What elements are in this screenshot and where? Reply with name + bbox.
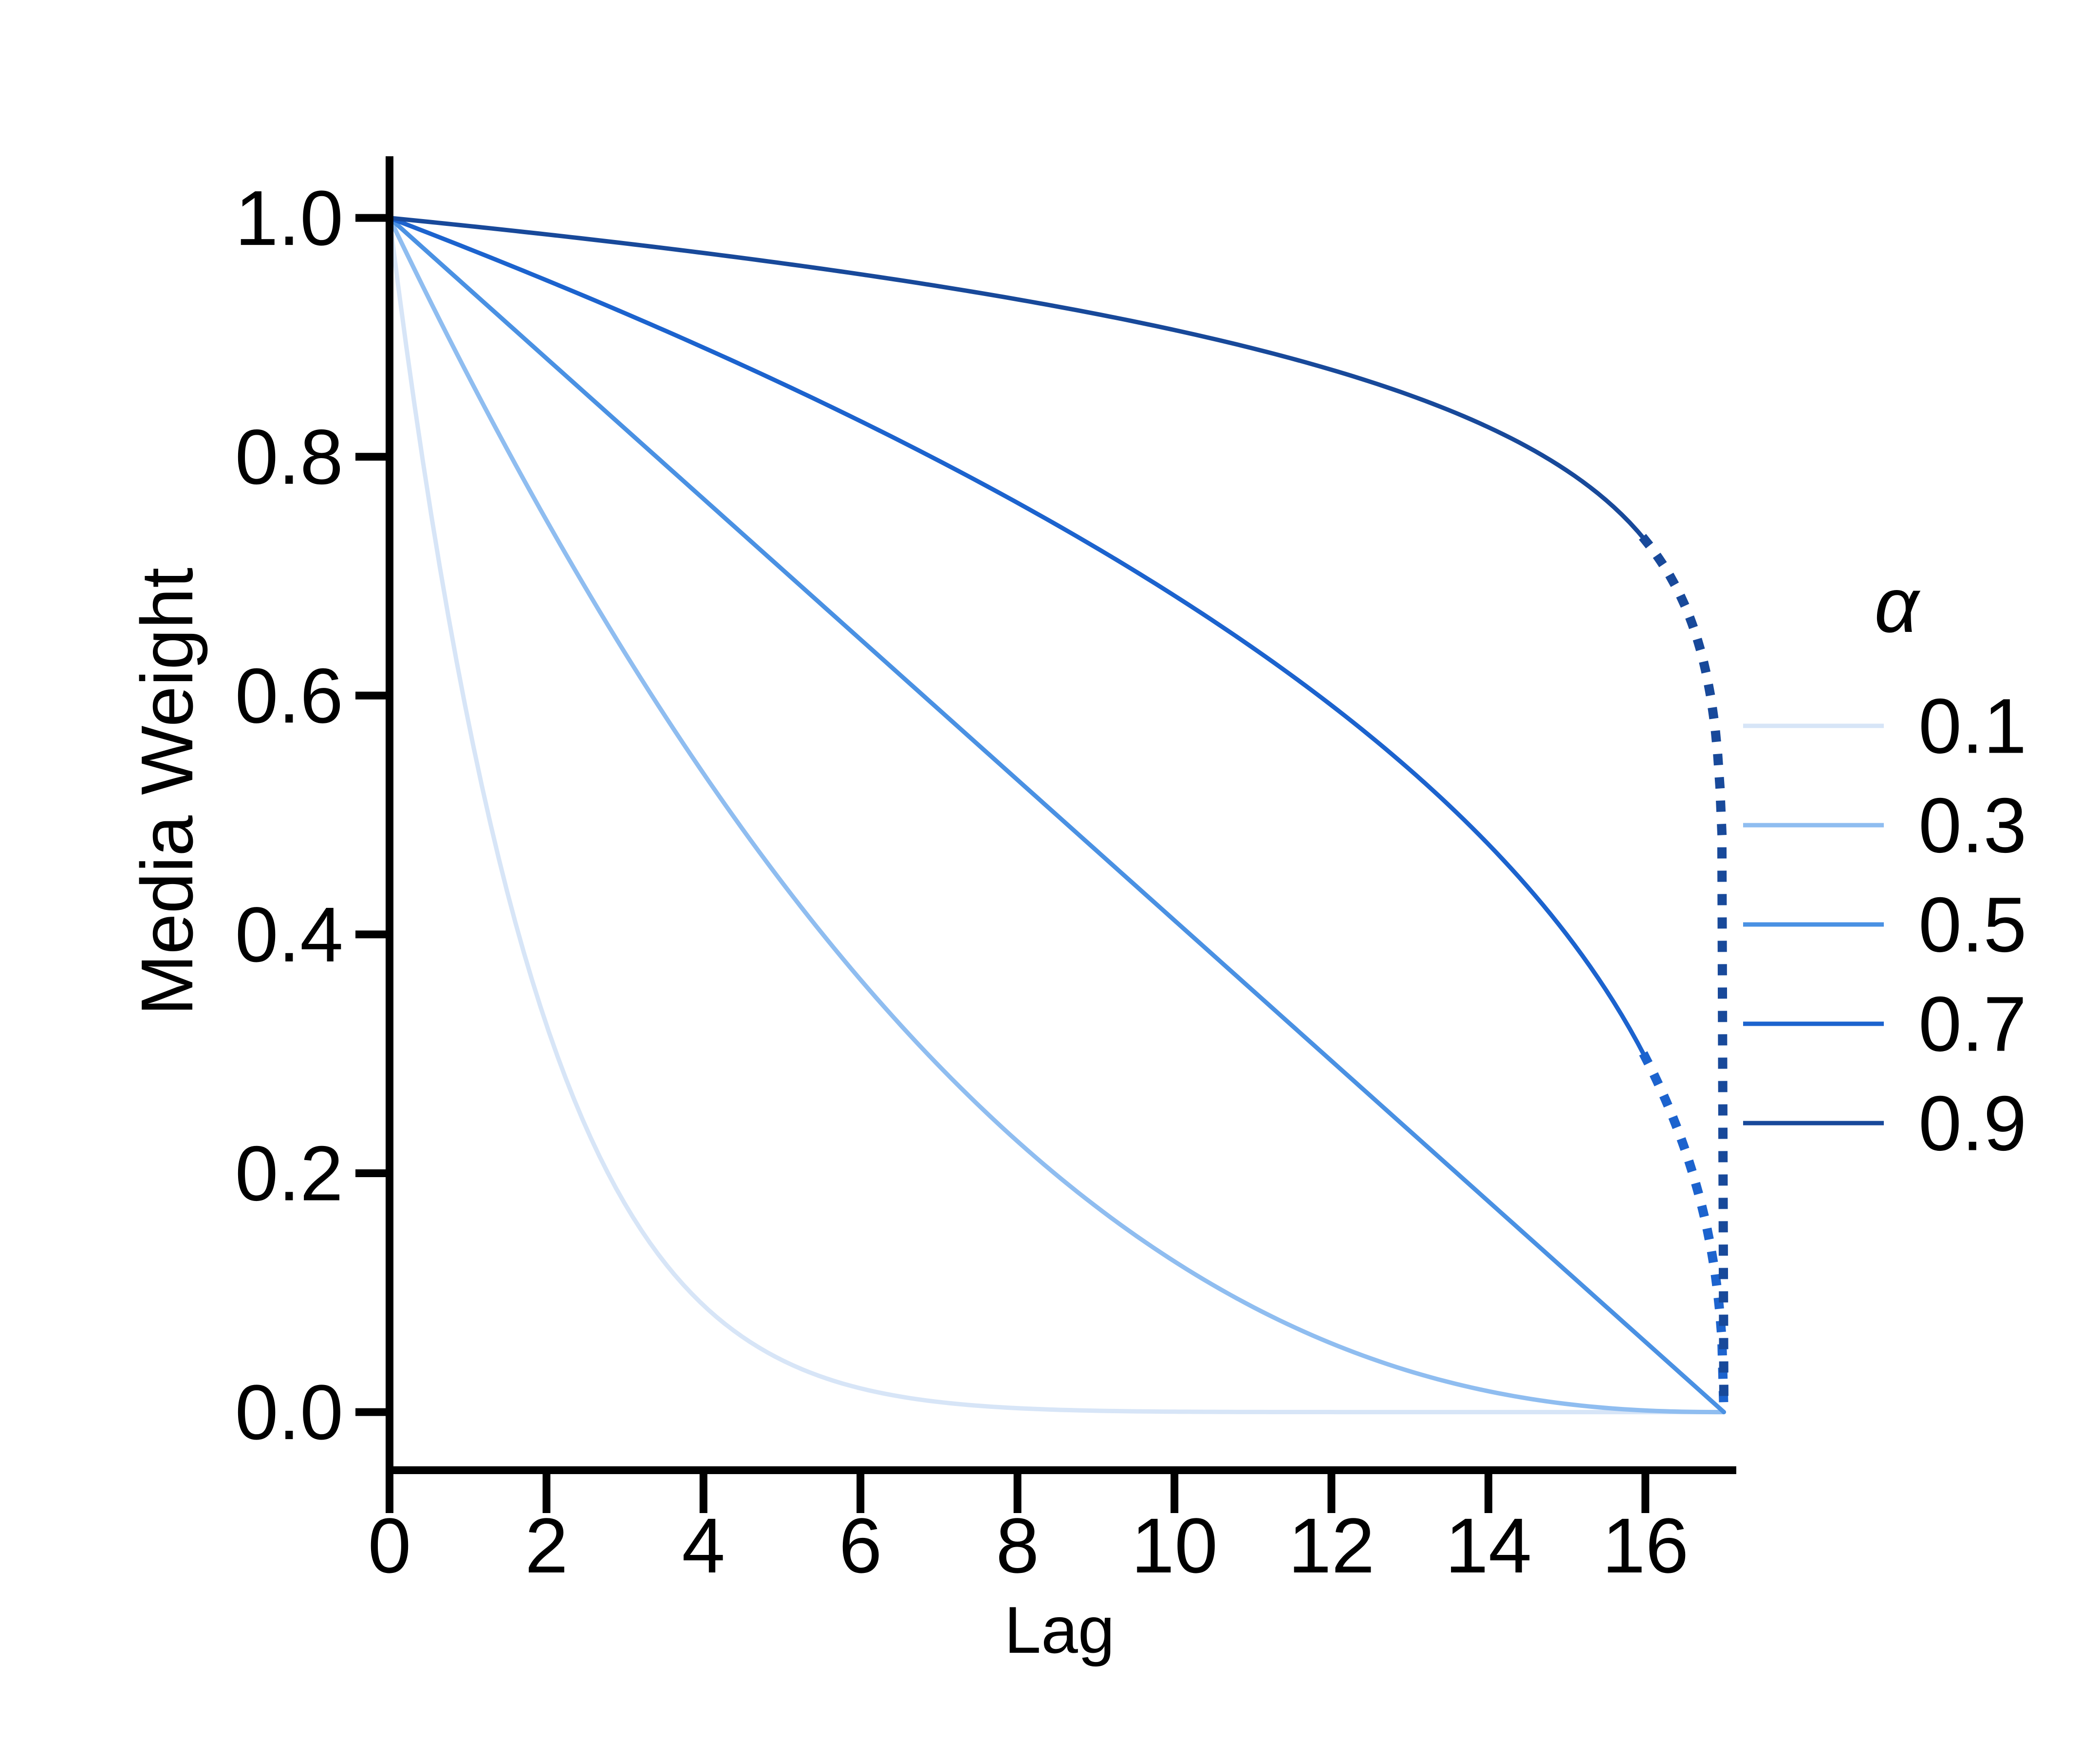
svg-text:0: 0	[368, 1502, 411, 1589]
svg-text:14: 14	[1445, 1502, 1532, 1589]
svg-text:16: 16	[1602, 1502, 1689, 1589]
svg-text:0.4: 0.4	[235, 891, 343, 978]
svg-text:2: 2	[525, 1502, 568, 1589]
svg-text:α: α	[1874, 561, 1920, 648]
svg-text:Media Weight: Media Weight	[126, 568, 208, 1016]
svg-text:12: 12	[1288, 1502, 1375, 1589]
svg-text:1.0: 1.0	[235, 174, 343, 261]
svg-text:0.5: 0.5	[1918, 881, 2026, 968]
svg-text:8: 8	[996, 1502, 1039, 1589]
svg-text:0.2: 0.2	[235, 1130, 343, 1217]
svg-text:0.6: 0.6	[235, 652, 343, 739]
svg-text:6: 6	[839, 1502, 882, 1589]
svg-text:4: 4	[682, 1502, 725, 1589]
svg-text:0.1: 0.1	[1918, 683, 2026, 770]
svg-text:10: 10	[1131, 1502, 1218, 1589]
svg-text:0.0: 0.0	[235, 1368, 343, 1456]
svg-text:0.3: 0.3	[1918, 782, 2026, 869]
svg-text:0.8: 0.8	[235, 413, 343, 500]
svg-text:Lag: Lag	[1004, 1593, 1115, 1667]
svg-text:0.9: 0.9	[1918, 1080, 2026, 1167]
svg-text:0.7: 0.7	[1918, 980, 2026, 1068]
